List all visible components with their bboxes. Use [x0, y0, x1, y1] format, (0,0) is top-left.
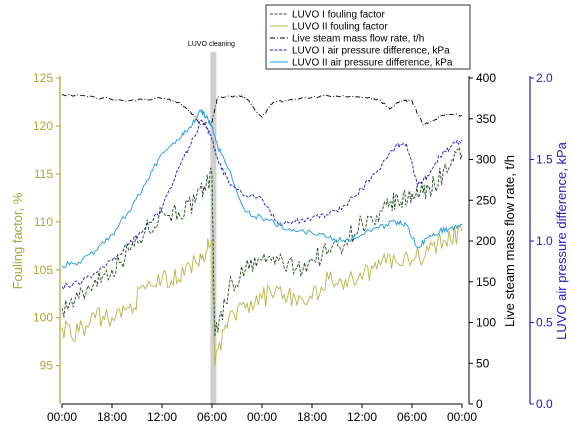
middle-tick-label: 250	[476, 193, 496, 207]
x-tick-label: 00:00	[47, 410, 77, 424]
x-tick-label: 12:00	[347, 410, 377, 424]
right-tick-label: 1.0	[536, 234, 553, 248]
legend-label-4: LUVO I air pressure difference, kPa	[292, 46, 450, 57]
series-line-5	[61, 109, 463, 269]
plot-area: LUVO cleaning	[61, 41, 463, 404]
cleaning-band	[210, 52, 217, 404]
left-tick-label: 100	[33, 311, 53, 325]
left-tick-label: 105	[33, 263, 53, 277]
left-tick-label: 120	[33, 119, 53, 133]
right-tick-label: 1.5	[536, 153, 553, 167]
series-line-4	[61, 119, 463, 291]
x-tick-label: 18:00	[297, 410, 327, 424]
left-tick-label: 115	[34, 167, 53, 181]
middle-tick-label: 0	[476, 397, 483, 411]
series-line-2	[61, 224, 463, 366]
legend-label-2: LUVO II fouling factor	[292, 22, 388, 33]
legend-label-1: LUVO I fouling factor	[292, 10, 385, 21]
middle-tick-label: 200	[476, 234, 496, 248]
right-tick-label: 0.5	[536, 316, 553, 330]
axes-layer: 00:00 18:00 12:00 06:00 00:00 18:00 12:00 06:00…	[10, 71, 569, 424]
middle-tick-label: 100	[476, 316, 496, 330]
series-line-1	[61, 146, 463, 337]
middle-tick-label: 350	[476, 112, 496, 126]
x-tick-label: 12:00	[147, 410, 177, 424]
right-tick-label: 0.0	[536, 397, 553, 411]
left-axis-title: Fouling factor, %	[10, 192, 25, 289]
series-line-3	[61, 93, 463, 126]
right-tick-label: 2.0	[536, 71, 553, 85]
cleaning-annotation: LUVO cleaning	[188, 41, 235, 48]
legend-label-3: Live steam mass flow rate, t/h	[292, 34, 424, 45]
middle-tick-label: 300	[476, 153, 496, 167]
x-tick-label: 18:00	[97, 410, 127, 424]
legend-label-5: LUVO II air pressure difference, kPa	[292, 58, 453, 69]
middle-axis-title: Live steam mass flow rate, t/h	[502, 155, 517, 327]
middle-tick-label: 150	[476, 275, 496, 289]
middle-tick-label: 50	[476, 356, 490, 370]
x-tick-label: 06:00	[197, 410, 227, 424]
legend-box	[265, 4, 471, 70]
middle-tick-label: 400	[476, 71, 496, 85]
x-tick-label: 06:00	[397, 410, 427, 424]
left-tick-label: 110	[34, 215, 53, 229]
left-tick-label: 125	[33, 71, 53, 85]
left-tick-label: 95	[40, 359, 54, 373]
x-tick-label: 00:00	[447, 410, 477, 424]
right-axis-title: LUVO air pressure difference, kPa	[554, 141, 569, 340]
x-tick-label: 00:00	[247, 410, 277, 424]
